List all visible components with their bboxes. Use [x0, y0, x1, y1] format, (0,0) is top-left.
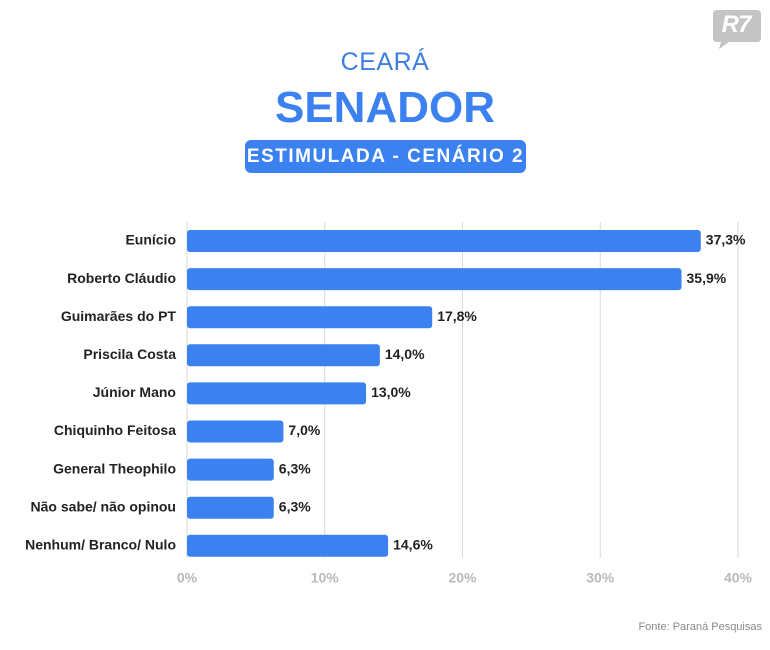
category-label: Nenhum/ Branco/ Nulo	[25, 537, 176, 553]
category-label: General Theophilo	[53, 460, 176, 476]
value-label: 14,6%	[393, 537, 433, 553]
category-label: Priscila Costa	[83, 346, 176, 362]
bar	[187, 458, 274, 481]
scenario-badge: ESTIMULADA - CENÁRIO 2	[245, 140, 526, 173]
bar	[187, 306, 433, 329]
bar	[187, 382, 367, 405]
bar	[187, 230, 701, 252]
x-tick-label: 20%	[448, 570, 477, 586]
bar	[187, 420, 284, 443]
category-label: Júnior Mano	[93, 384, 176, 400]
value-label: 17,8%	[437, 308, 477, 324]
category-label: Não sabe/ não opinou	[31, 498, 176, 514]
x-tick-label: 10%	[311, 570, 340, 586]
value-label: 37,3%	[706, 232, 746, 248]
x-tick-label: 40%	[724, 570, 753, 586]
office-title: SENADOR	[274, 83, 496, 132]
category-label: Guimarães do PT	[61, 308, 177, 324]
bar	[187, 344, 380, 367]
x-tick-label: 0%	[177, 570, 198, 586]
state-title: CEARÁ	[340, 48, 430, 76]
logo-text: R7	[721, 11, 752, 38]
r7-logo: R7	[713, 8, 763, 50]
label-layer: 0% 10% 20% 30% 40% Eunício 37,3% Roberto Cláudi…	[25, 232, 752, 586]
value-label: 6,3%	[279, 460, 311, 476]
source-note: Fonte: Paraná Pesquisas	[638, 621, 762, 633]
value-label: 14,0%	[385, 346, 425, 362]
category-label: Eunício	[125, 232, 176, 248]
bar-layer	[187, 230, 701, 557]
category-label: Roberto Cláudio	[67, 270, 176, 286]
bar	[187, 496, 274, 519]
value-label: 13,0%	[371, 384, 411, 400]
bar	[187, 534, 389, 557]
x-tick-label: 30%	[586, 570, 615, 586]
bar	[187, 268, 682, 291]
value-label: 7,0%	[288, 422, 320, 438]
value-label: 35,9%	[687, 270, 727, 286]
r7-logo-badge	[713, 10, 761, 49]
category-label: Chiquinho Feitosa	[54, 422, 176, 438]
value-label: 6,3%	[279, 498, 311, 514]
